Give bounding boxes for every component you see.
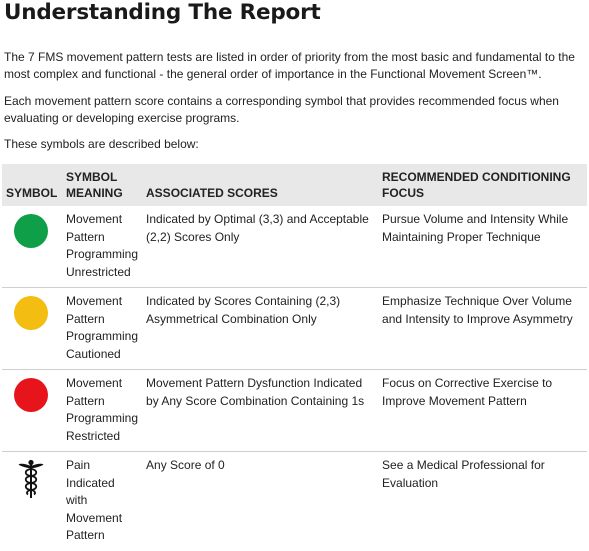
symbol-cell: [2, 287, 62, 370]
page-title: Understanding The Report: [4, 0, 321, 25]
scores-cell: Any Score of 0: [146, 458, 225, 472]
table-row: Movement Pattern Programming Cautioned I…: [2, 287, 587, 370]
table-row: Movement Pattern Programming Unrestricte…: [2, 206, 587, 288]
meaning-cell: Movement Pattern Programming Restricted: [62, 369, 143, 452]
focus-cell: Emphasize Technique Over Volume and Inte…: [378, 287, 587, 370]
yellow-circle-icon: [14, 296, 48, 330]
caduceus-icon: [18, 459, 44, 498]
header-symbol-meaning: SYMBOL MEANING: [66, 170, 123, 200]
meaning-cell: Movement Pattern Programming Unrestricte…: [62, 206, 143, 288]
green-circle-icon: [14, 214, 48, 248]
table-header-row: SYMBOL SYMBOL MEANING ASSOCIATED SCORES …: [2, 164, 587, 206]
header-associated-scores: ASSOCIATED SCORES: [146, 186, 278, 200]
intro-paragraph: The 7 FMS movement pattern tests are lis…: [4, 50, 575, 81]
focus-cell: Focus on Corrective Exercise to Improve …: [378, 369, 587, 452]
meaning-cell: Pain Indicated with Movement Pattern: [66, 458, 123, 542]
scores-cell: Indicated by Optimal (3,3) and Acceptabl…: [142, 206, 379, 288]
symbol-cell: [2, 206, 62, 288]
header-recommended-focus: RECOMMENDED CONDITIONING FOCUS: [382, 170, 571, 200]
symbol-cell: [2, 452, 62, 551]
scores-cell: Movement Pattern Dysfunction Indicated b…: [142, 369, 379, 452]
symbol-explanation-paragraph: Each movement pattern score contains a c…: [4, 94, 559, 125]
focus-cell: See a Medical Professional for Evaluatio…: [382, 458, 545, 490]
symbols-lead-in: These symbols are described below:: [4, 137, 199, 151]
table-row: Pain Indicated with Movement Pattern Any…: [2, 452, 587, 551]
red-circle-icon: [14, 378, 48, 412]
table-row: Movement Pattern Programming Restricted …: [2, 369, 587, 452]
scores-cell: Indicated by Scores Containing (2,3) Asy…: [142, 287, 379, 370]
symbol-cell: [2, 369, 62, 452]
header-symbol: SYMBOL: [6, 186, 58, 200]
symbol-legend-table: SYMBOL SYMBOL MEANING ASSOCIATED SCORES …: [2, 164, 587, 551]
meaning-cell: Movement Pattern Programming Cautioned: [62, 287, 143, 370]
focus-cell: Pursue Volume and Intensity While Mainta…: [378, 206, 587, 288]
